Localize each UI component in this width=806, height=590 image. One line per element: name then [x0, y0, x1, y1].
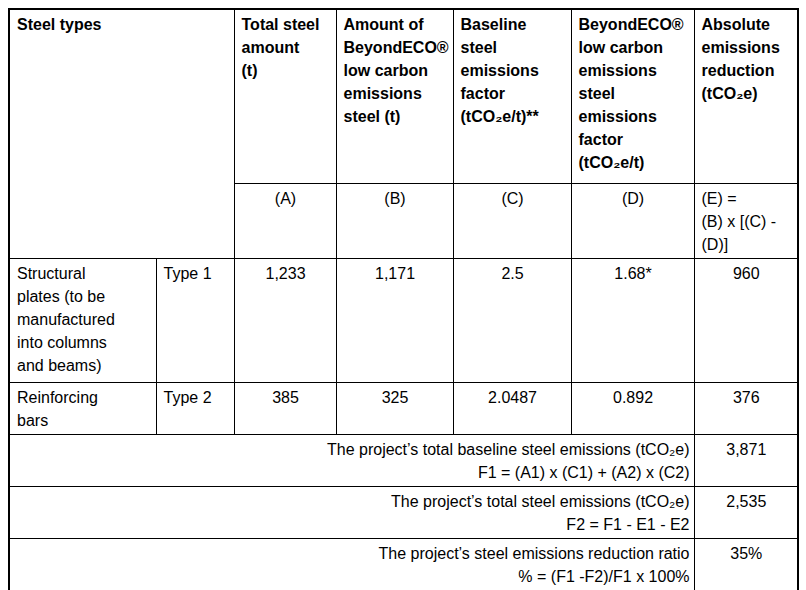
col-header-absolute-reduction: Absolute emissions reduction (tCO₂e) [694, 9, 798, 183]
col-header-baseline-factor: Baseline steel emissions factor (tCO₂e/t… [453, 9, 571, 183]
code-cell-e-formula: (E) = (B) x [(C) - (D)] [694, 183, 798, 258]
summary-label-cell: The project’s total steel emissions (tCO… [9, 486, 694, 538]
summary-value-cell: 3,871 [694, 434, 798, 486]
summary-label-cell: The project’s total baseline steel emiss… [9, 434, 694, 486]
summary-value-cell: 35% [694, 538, 798, 590]
col-header-total-steel-amount: Total steel amount (t) [234, 9, 336, 183]
summary-value-cell: 2,535 [694, 486, 798, 538]
steel-emissions-table: Steel types Total steel amount (t) Amoun… [8, 8, 799, 590]
value-b-cell: 1,171 [336, 258, 453, 382]
summary-label-cell: The project’s steel emissions reduction … [9, 538, 694, 590]
steel-type-cell: Reinforcing bars [9, 382, 156, 434]
value-b-cell: 325 [336, 382, 453, 434]
value-c-cell: 2.0487 [453, 382, 571, 434]
summary-row-total-emissions: The project’s total steel emissions (tCO… [9, 486, 798, 538]
value-e-cell: 960 [694, 258, 798, 382]
code-cell-c: (C) [453, 183, 571, 258]
summary-row-baseline-emissions: The project’s total baseline steel emiss… [9, 434, 798, 486]
col-header-beyondeco-amount: Amount of BeyondECO® low carbon emission… [336, 9, 453, 183]
value-d-cell: 0.892 [571, 382, 694, 434]
col-header-beyondeco-factor: BeyondECO® low carbon emissions steel em… [571, 9, 694, 183]
value-d-cell: 1.68* [571, 258, 694, 382]
table-row-reinforcing-bars: Reinforcing bars Type 2 385 325 2.0487 0… [9, 382, 798, 434]
code-cell-a: (A) [234, 183, 336, 258]
type-label-cell: Type 1 [156, 258, 234, 382]
value-a-cell: 385 [234, 382, 336, 434]
col-header-steel-types: Steel types [9, 9, 234, 258]
steel-type-cell: Structural plates (to be manufactured in… [9, 258, 156, 382]
value-c-cell: 2.5 [453, 258, 571, 382]
type-label-cell: Type 2 [156, 382, 234, 434]
value-a-cell: 1,233 [234, 258, 336, 382]
code-cell-b: (B) [336, 183, 453, 258]
summary-row-reduction-ratio: The project’s steel emissions reduction … [9, 538, 798, 590]
header-row: Steel types Total steel amount (t) Amoun… [9, 9, 798, 183]
table-row-structural-plates: Structural plates (to be manufactured in… [9, 258, 798, 382]
code-cell-d: (D) [571, 183, 694, 258]
value-e-cell: 376 [694, 382, 798, 434]
